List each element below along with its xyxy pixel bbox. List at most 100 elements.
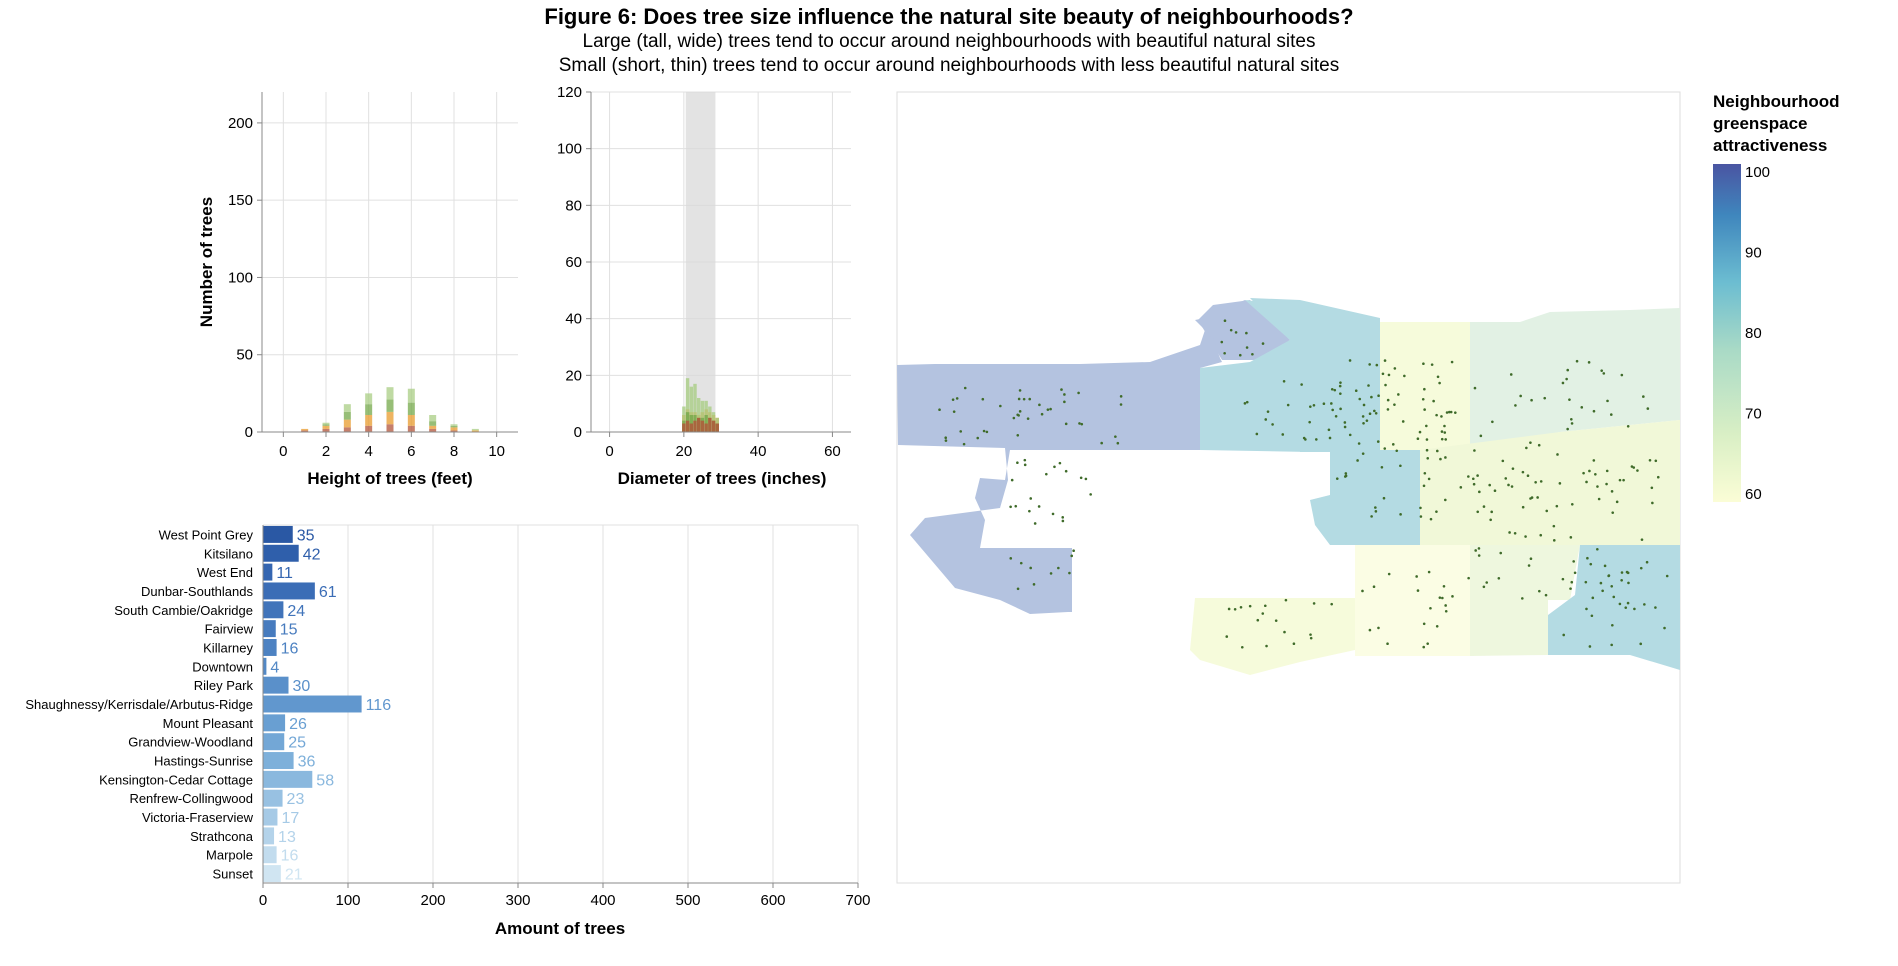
histogram-bar[interactable] [429,428,437,432]
neighbourhood-bar[interactable] [263,563,273,581]
histogram-bar[interactable] [386,399,394,412]
map-region-downtown[interactable] [1198,300,1290,358]
map-region-south-yellow-mid[interactable] [1355,545,1470,656]
histogram-bar[interactable] [682,423,686,433]
histogram-bar[interactable] [689,386,693,432]
histogram-bar[interactable] [322,424,330,426]
neighbourhood-map[interactable] [896,91,1681,884]
diameter-histogram[interactable]: 0 20 40 60 0 20 40 60 80 100 120 [557,84,851,460]
neighbourhood-bar[interactable] [263,620,276,638]
histogram-bar[interactable] [343,419,351,428]
neighbourhood-bar[interactable] [263,827,275,845]
tree-dot [981,397,985,401]
histogram-bar[interactable] [450,424,458,426]
histogram-bar[interactable] [689,423,693,433]
map-region-east-green[interactable] [1470,308,1680,450]
histogram-bar[interactable] [386,387,394,400]
map-region-fairview[interactable] [1245,300,1380,452]
histogram-bar[interactable] [407,415,415,426]
histogram-bar[interactable] [407,402,415,415]
tree-dot [1330,402,1333,405]
neighbourhood-bar[interactable] [263,808,278,826]
map-region-south-yellow-west[interactable] [1190,598,1355,675]
histogram-bar[interactable] [471,430,479,432]
category-label: Riley Park [194,678,254,693]
histogram-bar[interactable] [700,400,705,432]
histogram-bar[interactable] [450,425,458,428]
histogram-bar[interactable] [693,383,697,432]
neighbourhood-bar[interactable] [263,770,313,788]
neighbourhood-bar[interactable] [263,582,315,600]
histogram-bar[interactable] [682,406,686,433]
map-region-central-green[interactable] [1380,322,1470,450]
neighbourhood-bar[interactable] [263,752,294,770]
histogram-bar[interactable] [322,422,330,425]
histogram-bar[interactable] [386,411,394,425]
histogram-bar[interactable] [343,404,351,412]
neighbourhood-bar[interactable] [263,601,284,619]
tree-dot [1588,645,1592,648]
histogram-bar[interactable] [365,415,373,426]
tree-dot [1626,601,1630,605]
histogram-bar[interactable] [301,428,309,431]
neighbourhood-bar[interactable] [263,846,277,864]
histogram-bar[interactable] [322,428,330,432]
tree-dot [1438,381,1441,385]
histogram-bar[interactable] [343,411,351,420]
histogram-bar[interactable] [450,427,458,431]
tree-dot [1064,422,1068,426]
histogram-bar[interactable] [471,428,479,431]
histogram-bar[interactable] [386,424,394,432]
histogram-bar[interactable] [429,421,437,426]
histogram-bar[interactable] [685,420,690,432]
neighbourhood-bar[interactable] [263,676,289,694]
histogram-bar[interactable] [365,425,373,432]
neighbourhood-bar[interactable] [263,714,286,732]
histogram-bar[interactable] [301,430,309,432]
neighbourhood-bar[interactable] [263,525,293,543]
histogram-bar[interactable] [697,417,701,432]
map-region-west-side[interactable] [897,318,1222,614]
histogram-bar[interactable] [365,393,373,405]
histogram-bar[interactable] [450,430,458,432]
histogram-bar[interactable] [708,417,712,432]
map-region-mid-blue[interactable] [1310,450,1420,545]
tree-dot [1361,415,1365,418]
histogram-bar[interactable] [697,398,701,432]
histogram-bar[interactable] [322,425,330,429]
map-region-center-yellow[interactable] [1420,420,1680,545]
histogram-bar[interactable] [711,420,716,432]
brush-selection[interactable] [685,92,716,432]
tree-dot [1451,595,1454,598]
histogram-bar[interactable] [700,420,705,432]
histogram-bar[interactable] [407,425,415,432]
histogram-bar[interactable] [693,420,697,432]
histogram-bar[interactable] [704,423,708,433]
map-region-kitsilano[interactable] [1200,298,1380,452]
neighbourhood-bar[interactable] [263,544,299,562]
tree-dot [1084,477,1088,481]
neighbourhood-bar-chart[interactable]: West Point Grey 35 Kitsilano 42 West End 11 Du… [25,524,871,909]
histogram-bar[interactable] [715,423,719,433]
y-tick-label: 20 [565,367,582,384]
histogram-bar[interactable] [365,404,373,415]
tree-dot [951,398,955,401]
neighbourhood-bar[interactable] [263,695,362,713]
neighbourhood-bar[interactable] [263,865,281,883]
neighbourhood-bar[interactable] [263,733,285,751]
histogram-bar[interactable] [429,415,437,422]
histogram-bar[interactable] [343,427,351,432]
tree-dot [963,386,967,390]
neighbourhood-bar[interactable] [263,657,267,675]
tree-dot [1016,434,1020,437]
neighbourhood-bar[interactable] [263,789,283,807]
tree-dot [1497,577,1501,580]
neighbourhood-bar[interactable] [263,638,277,656]
map-region-south-east-blue[interactable] [1548,545,1680,670]
histogram-bar[interactable] [407,388,415,403]
histogram-bar[interactable] [429,425,437,429]
histogram-bar[interactable] [685,378,690,432]
tree-dot [1552,524,1556,528]
map-region-south-green[interactable] [1470,545,1580,656]
